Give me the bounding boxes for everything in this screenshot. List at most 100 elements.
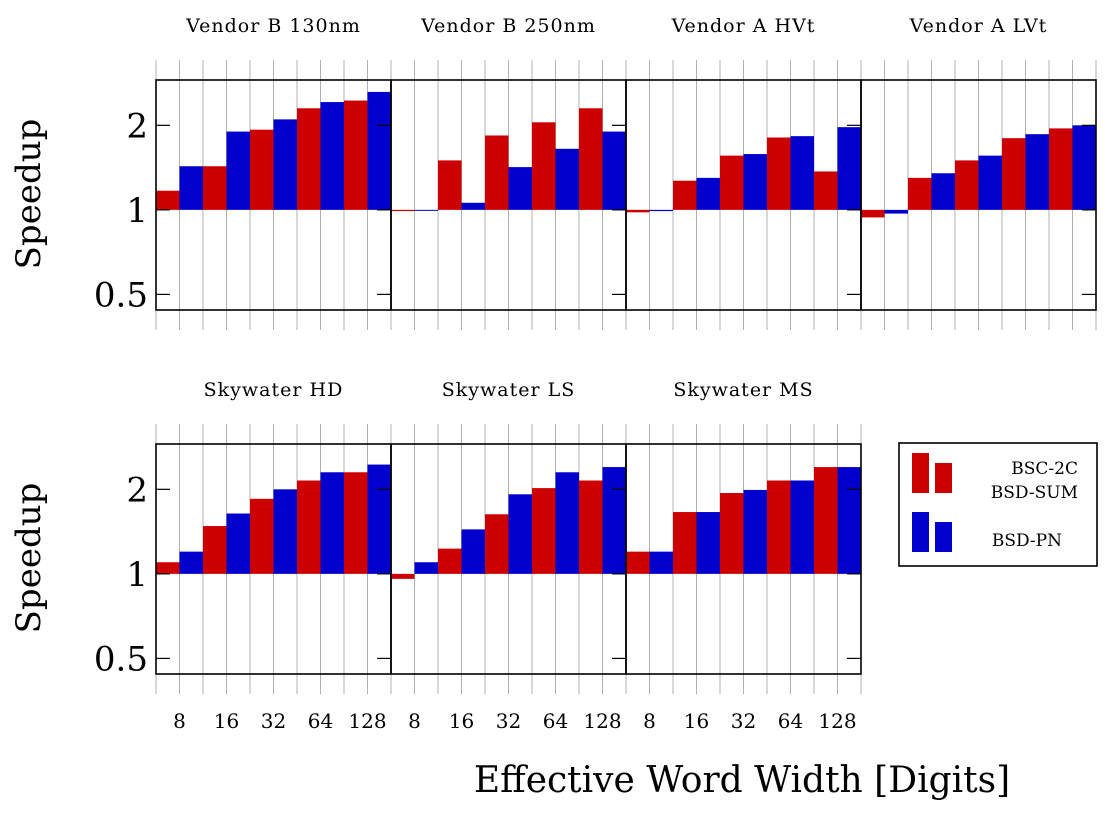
panel-6-bar-red-8 bbox=[626, 551, 650, 574]
panel-3-bar-red-8 bbox=[861, 209, 885, 218]
legend-swatch-blue-a bbox=[912, 512, 929, 552]
panel-5-x-tick-label-64: 64 bbox=[543, 709, 568, 733]
panel-4-bar-blue-16 bbox=[226, 513, 250, 574]
panel-5-bar-blue-32 bbox=[508, 494, 532, 574]
panel-5-title: Skywater LS bbox=[442, 379, 576, 401]
panel-4-x-tick-label-16: 16 bbox=[214, 709, 239, 733]
panel-4-bar-red-64 bbox=[297, 480, 321, 574]
x-axis-label: Effective Word Width [Digits] bbox=[474, 760, 1010, 801]
panel-3-bar-red-16 bbox=[908, 177, 932, 210]
panel-3-bar-red-64 bbox=[1002, 138, 1026, 210]
panel-4-x-tick-label-8: 8 bbox=[173, 709, 186, 733]
panel-6-bar-blue-64 bbox=[790, 480, 814, 574]
panel-3-bar-blue-128 bbox=[1072, 125, 1096, 210]
panel-4-bar-blue-32 bbox=[273, 489, 297, 574]
panel-5-bar-red-32 bbox=[485, 514, 509, 574]
panel-5-bar-blue-64 bbox=[555, 472, 579, 574]
y-tick-label-0-1: 1 bbox=[126, 191, 148, 231]
panel-5-x-tick-label-128: 128 bbox=[583, 709, 621, 733]
panel-4-bar-blue-8 bbox=[179, 551, 203, 574]
panel-6-x-tick-label-64: 64 bbox=[778, 709, 803, 733]
panel-0-bar-red-64 bbox=[297, 108, 321, 210]
panel-5-bar-red-8 bbox=[391, 573, 415, 579]
panel-6-bar-red-32 bbox=[720, 493, 744, 574]
panel-6-x-tick-label-16: 16 bbox=[684, 709, 709, 733]
panel-5-x-tick-label-16: 16 bbox=[449, 709, 474, 733]
panel-2-title: Vendor A HVt bbox=[671, 15, 816, 37]
panel-5-bar-red-64 bbox=[532, 488, 556, 574]
panel-4-bar-red-32 bbox=[250, 498, 274, 574]
panel-0-bar-red-8 bbox=[156, 190, 180, 210]
panel-0-bar-red-16 bbox=[203, 166, 227, 210]
panel-6-x-tick-label-32: 32 bbox=[731, 709, 756, 733]
panel-6-x-tick-label-8: 8 bbox=[643, 709, 656, 733]
panel-5-x-tick-label-32: 32 bbox=[496, 709, 521, 733]
panel-0-bar-blue-128 bbox=[367, 91, 391, 210]
panel-4-bar-blue-128 bbox=[367, 464, 391, 574]
y-axis-label-bottom: Speedup bbox=[9, 483, 49, 634]
panel-2-bar-blue-8 bbox=[649, 209, 673, 212]
panel-4-bar-blue-64 bbox=[320, 472, 344, 574]
panel-2-bar-blue-16 bbox=[696, 177, 720, 210]
panel-1-bar-red-32 bbox=[485, 135, 509, 210]
panel-5-bar-blue-128 bbox=[602, 467, 626, 574]
panel-4-bar-red-16 bbox=[203, 526, 227, 574]
panel-4-x-tick-label-32: 32 bbox=[261, 709, 286, 733]
panel-0-bar-blue-32 bbox=[273, 119, 297, 210]
panel-0-bar-red-32 bbox=[250, 129, 274, 210]
panel-6-bar-red-16 bbox=[673, 512, 697, 574]
panel-3-title: Vendor A LVt bbox=[909, 15, 1048, 37]
panel-6-bar-blue-128 bbox=[837, 467, 861, 574]
panel-1-bar-blue-64 bbox=[555, 148, 579, 210]
panel-2-bar-blue-32 bbox=[743, 154, 767, 210]
y-tick-label-1-2: 2 bbox=[126, 470, 148, 510]
panel-2-bar-red-8 bbox=[626, 209, 650, 213]
panel-4-bar-red-8 bbox=[156, 562, 180, 574]
y-axis-label-top: Speedup bbox=[9, 119, 49, 270]
panel-6-frame bbox=[625, 443, 862, 675]
panel-6-bar-red-64 bbox=[767, 480, 791, 574]
panel-3-bar-blue-8 bbox=[884, 209, 908, 214]
panel-0-bar-blue-64 bbox=[320, 102, 344, 210]
panel-5-x-tick-label-8: 8 bbox=[408, 709, 421, 733]
panel-4-bar-red-128 bbox=[344, 472, 368, 574]
panel-0-bar-blue-8 bbox=[179, 166, 203, 210]
legend-swatch-red-b bbox=[935, 463, 952, 493]
panel-1-bar-blue-128 bbox=[602, 131, 626, 210]
panel-1-bar-red-64 bbox=[532, 122, 556, 210]
panel-5-bar-blue-8 bbox=[414, 562, 438, 574]
panel-3-bar-red-128 bbox=[1049, 128, 1073, 210]
panels: Vendor B 130nm 0.5 1 2 Vendor B 250nm Vendor … bbox=[94, 15, 1097, 733]
legend-entry-bsc-2c: BSC-2C bbox=[1011, 459, 1078, 479]
panel-5-bar-blue-16 bbox=[461, 529, 485, 574]
y-tick-label-0-2: 2 bbox=[126, 106, 148, 146]
panel-3-frame bbox=[860, 79, 1097, 311]
panel-6-bar-blue-16 bbox=[696, 512, 720, 574]
panel-5-bar-red-128 bbox=[579, 480, 603, 574]
panel-0-title: Vendor B 130nm bbox=[185, 15, 361, 37]
panel-0-bar-blue-16 bbox=[226, 131, 250, 210]
panel-2-bar-red-128 bbox=[814, 171, 838, 210]
panel-6-bar-red-128 bbox=[814, 467, 838, 574]
panel-3-bar-blue-64 bbox=[1025, 134, 1049, 210]
panel-1-bar-red-128 bbox=[579, 108, 603, 210]
panel-1-title: Vendor B 250nm bbox=[420, 15, 596, 37]
panel-4-title: Skywater HD bbox=[204, 379, 344, 401]
panel-4-x-tick-label-128: 128 bbox=[348, 709, 386, 733]
panel-3-bar-blue-32 bbox=[978, 155, 1002, 210]
legend: BSC-2C BSD-SUM BSD-PN bbox=[898, 442, 1098, 567]
panel-2-bar-blue-128 bbox=[837, 127, 861, 210]
panel-1-bar-blue-32 bbox=[508, 167, 532, 210]
panel-2-bar-blue-64 bbox=[790, 136, 814, 210]
panel-2-bar-red-16 bbox=[673, 180, 697, 210]
panel-3-bar-blue-16 bbox=[931, 173, 955, 210]
panel-6-bar-blue-8 bbox=[649, 551, 673, 574]
panel-3-bar-red-32 bbox=[955, 160, 979, 210]
legend-box bbox=[898, 442, 1098, 567]
panel-5-bar-red-16 bbox=[438, 548, 462, 574]
panel-1-bar-blue-8 bbox=[414, 209, 438, 211]
panel-0-bar-red-128 bbox=[344, 100, 368, 210]
legend-entry-bsd-sum: BSD-SUM bbox=[991, 483, 1078, 503]
legend-swatch-blue-b bbox=[935, 522, 952, 552]
